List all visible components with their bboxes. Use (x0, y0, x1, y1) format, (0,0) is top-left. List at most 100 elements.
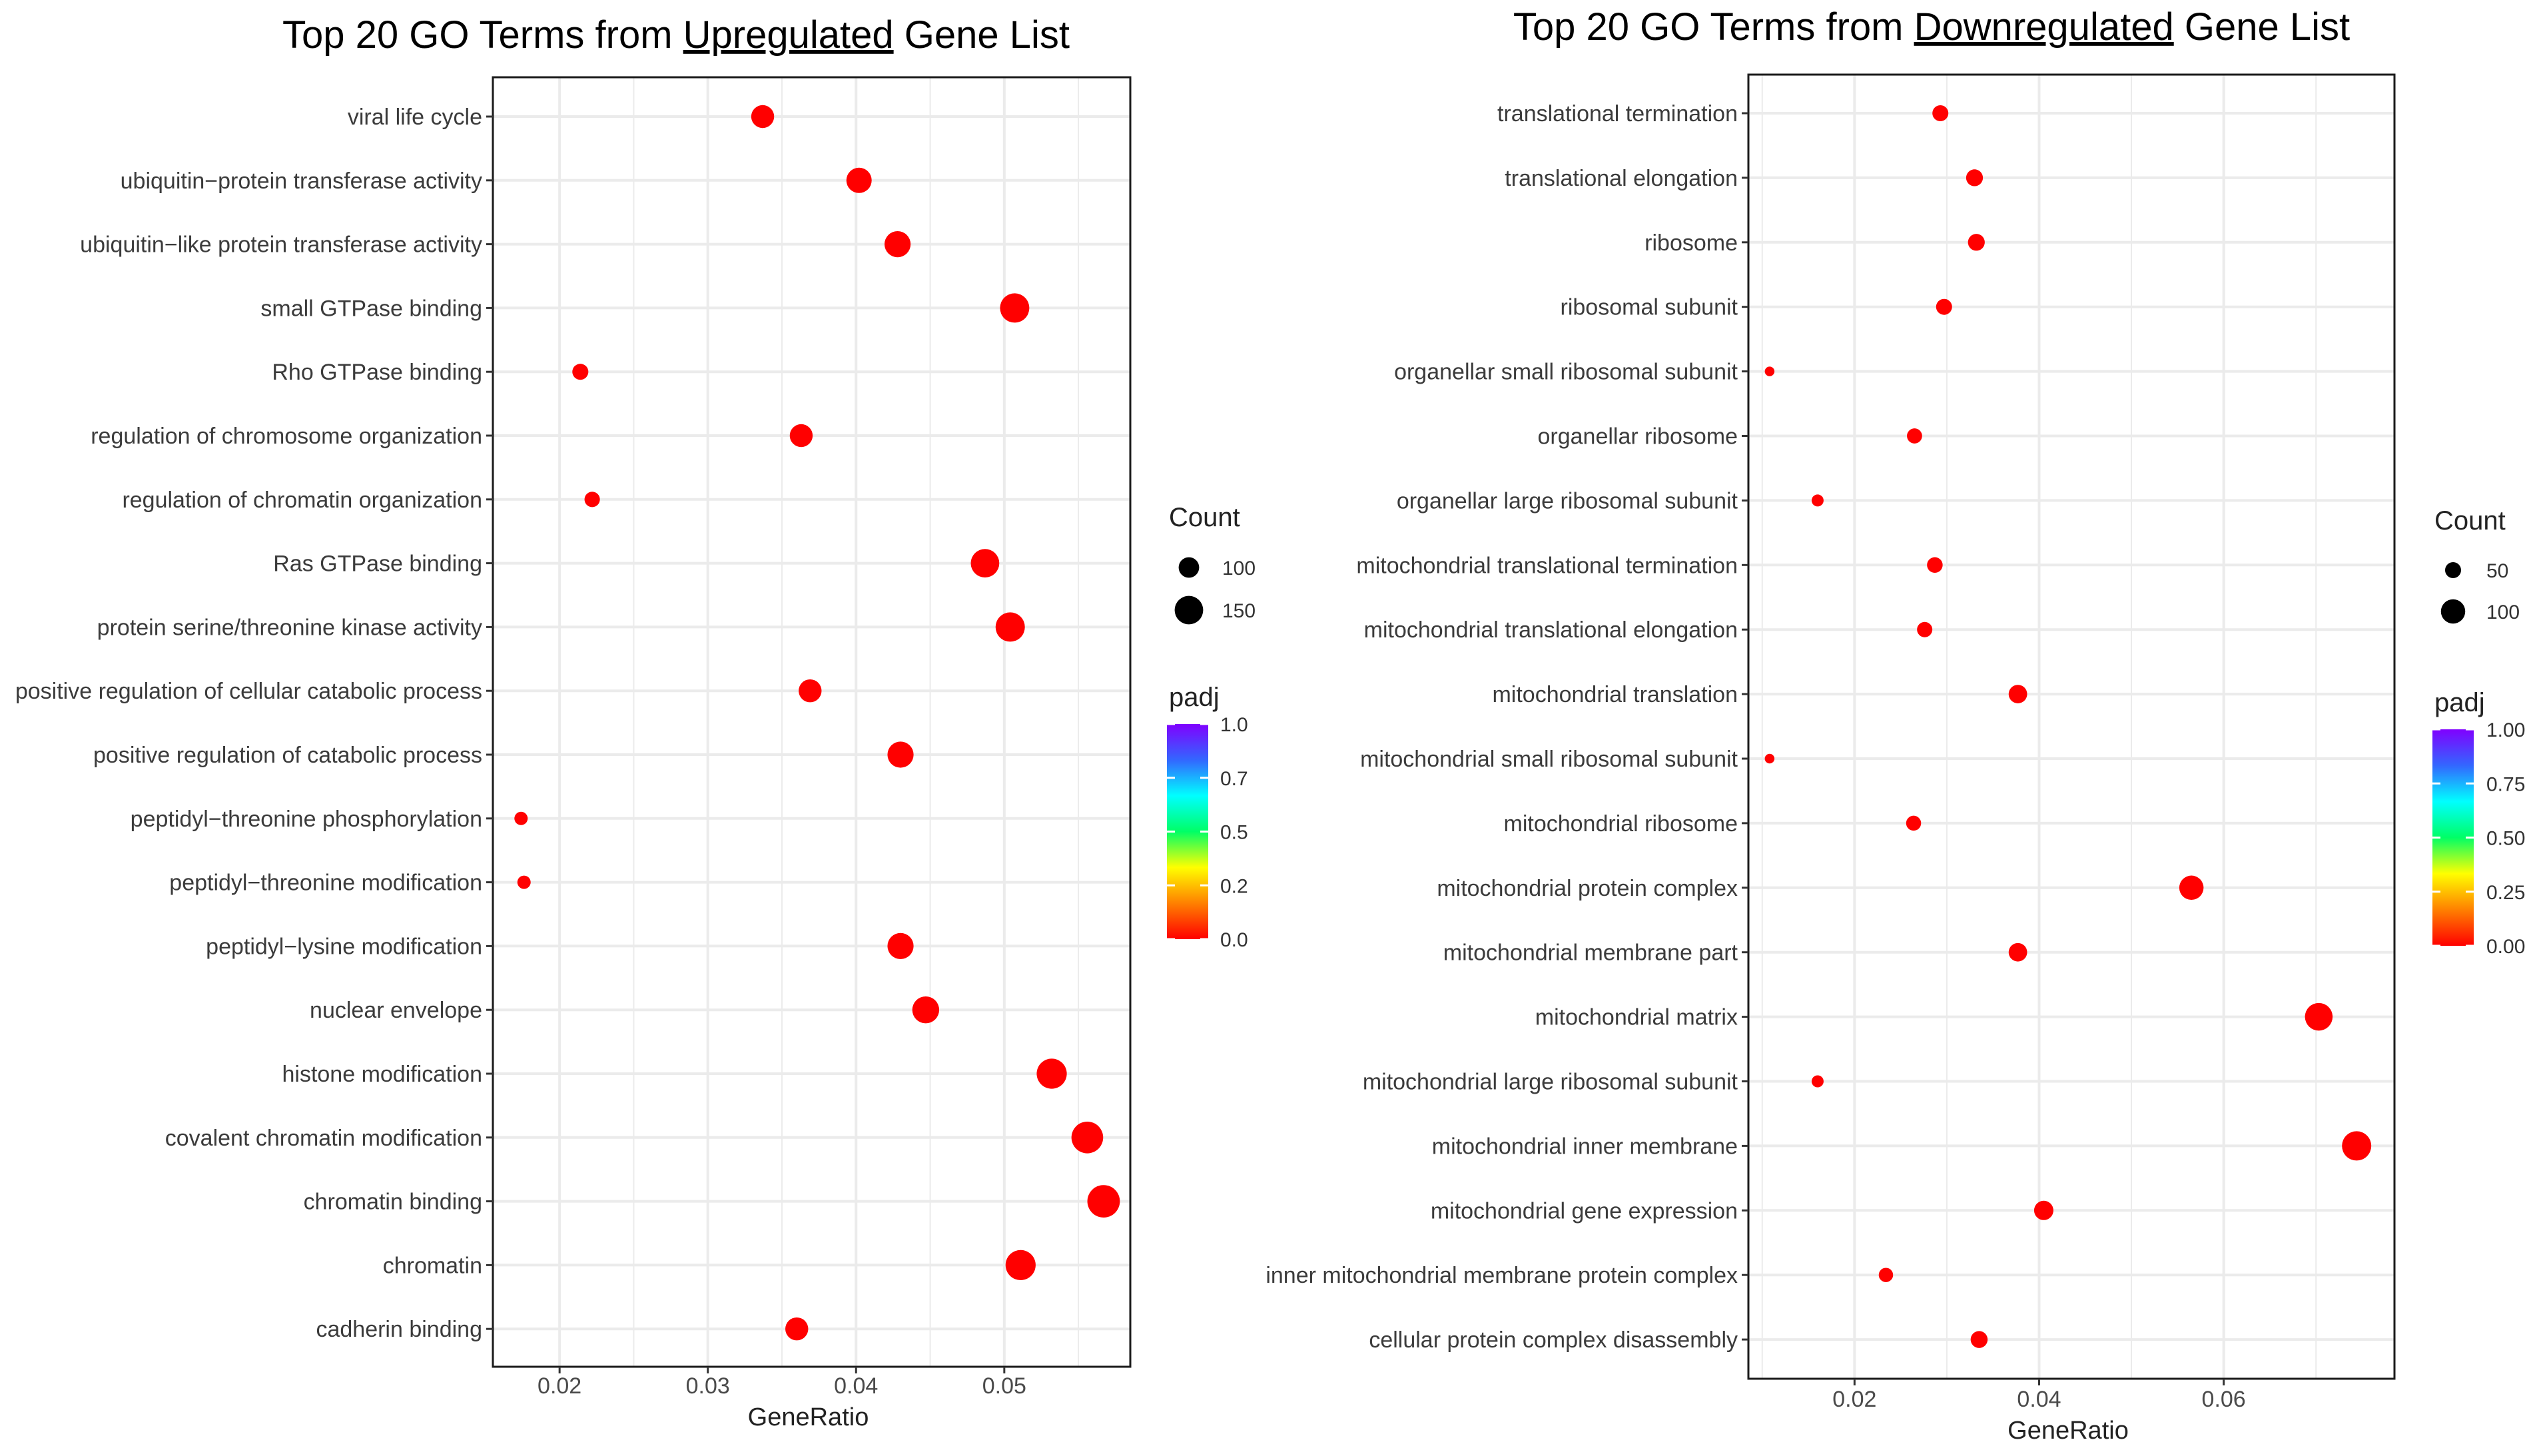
legend-size-title: Count (1169, 503, 1240, 532)
data-point (995, 612, 1025, 642)
colorbar-label: 0.00 (2486, 936, 2525, 958)
x-axis-ticks: 0.02 0.03 0.04 0.05 (538, 1367, 1026, 1399)
y-tick-label: organellar ribosome (1538, 424, 1738, 450)
y-tick-label: translational termination (1497, 101, 1738, 127)
data-point (1811, 1075, 1824, 1088)
legend-color-title: padj (1169, 683, 1220, 712)
y-tick-label: organellar small ribosomal subunit (1394, 360, 1738, 385)
y-tick-label: ribosomal subunit (1561, 295, 1738, 320)
data-point (1764, 366, 1775, 376)
colorbar-label: 0.50 (2486, 828, 2525, 850)
y-tick-label: histone modification (282, 1062, 482, 1087)
colorbar-label: 0.0 (1220, 929, 1248, 951)
y-tick-label: mitochondrial large ribosomal subunit (1363, 1070, 1738, 1095)
y-tick-label: peptidyl−lysine modification (206, 934, 482, 959)
data-point (799, 679, 822, 703)
data-point (789, 424, 813, 448)
legend-size-label: 50 (2486, 560, 2508, 582)
y-tick-label: organellar large ribosomal subunit (1397, 488, 1738, 514)
data-point (1000, 293, 1030, 323)
y-tick-label: mitochondrial small ribosomal subunit (1360, 747, 1738, 772)
x-tick-label: 0.02 (538, 1373, 581, 1399)
chart-title: Top 20 GO Terms from Upregulated Gene Li… (282, 13, 1070, 57)
y-tick-label: mitochondrial gene expression (1431, 1198, 1738, 1224)
y-tick-label: mitochondrial matrix (1535, 1005, 1738, 1030)
y-tick-label: Ras GTPase binding (273, 551, 482, 577)
colorbar-label: 0.5 (1220, 822, 1248, 844)
x-tick-label: 0.02 (1832, 1387, 1876, 1412)
y-tick-label: cellular protein complex disassembly (1369, 1327, 1738, 1353)
chart-title: Top 20 GO Terms from Downregulated Gene … (1513, 5, 2350, 49)
colorbar-label: 0.25 (2486, 882, 2525, 904)
data-point (572, 364, 589, 380)
legend-size-label: 100 (2486, 601, 2520, 623)
colorbar-label: 1.0 (1220, 714, 1248, 736)
colorbar-label: 0.75 (2486, 773, 2525, 795)
data-point (2305, 1002, 2333, 1031)
data-point (2179, 875, 2204, 901)
data-point (1764, 753, 1775, 764)
y-tick-label: regulation of chromosome organization (91, 424, 482, 449)
data-point (1036, 1058, 1067, 1089)
y-tick-label: ubiquitin−like protein transferase activ… (80, 232, 482, 258)
y-tick-label: mitochondrial translation (1492, 682, 1738, 707)
y-tick-label: positive regulation of catabolic process (93, 743, 482, 768)
data-point (884, 231, 911, 258)
x-tick-label: 0.05 (982, 1373, 1026, 1399)
x-axis-ticks: 0.02 0.04 0.06 (1832, 1379, 2246, 1412)
y-tick-label: mitochondrial protein complex (1437, 876, 1738, 901)
legend-size-key (1174, 595, 1204, 625)
points (1764, 105, 2372, 1348)
y-tick-label: cadherin binding (316, 1317, 482, 1342)
grid (493, 77, 1130, 1367)
data-point (2008, 685, 2027, 703)
data-point (584, 492, 600, 508)
y-tick-label: chromatin (383, 1253, 482, 1278)
data-point (2033, 1200, 2053, 1220)
chart-upregulated: Top 20 GO Terms from Upregulated Gene Li… (15, 13, 1256, 1431)
data-point (912, 996, 940, 1024)
data-point (970, 549, 1000, 577)
y-axis-labels: viral life cycle ubiquitin−protein transf… (15, 105, 493, 1342)
data-point (2342, 1131, 2372, 1161)
y-tick-label: Rho GTPase binding (272, 360, 482, 385)
y-tick-label: small GTPase binding (260, 296, 482, 321)
legend-color-title: padj (2434, 688, 2485, 717)
y-tick-label: nuclear envelope (310, 998, 482, 1023)
y-tick-label: protein serine/threonine kinase activity (97, 615, 482, 640)
data-point (751, 105, 775, 129)
data-point (1917, 621, 1933, 637)
y-axis-labels: translational termination translational e… (1266, 101, 1748, 1353)
data-point (785, 1317, 809, 1341)
data-point (1907, 428, 1922, 444)
y-tick-label: chromatin binding (304, 1190, 482, 1215)
plot-panel (1747, 73, 2396, 1380)
legend-size-title: Count (2434, 506, 2506, 536)
data-point (846, 167, 872, 193)
data-point (1878, 1268, 1894, 1282)
y-tick-label: mitochondrial translational termination (1356, 553, 1738, 578)
y-tick-label: regulation of chromatin organization (122, 488, 482, 513)
colorbar-label: 0.2 (1220, 875, 1248, 897)
legend-size-key (2440, 599, 2466, 624)
data-point (1966, 169, 1984, 186)
data-point (887, 932, 914, 959)
y-tick-label: translational elongation (1505, 166, 1738, 191)
x-tick-label: 0.04 (2017, 1387, 2061, 1412)
data-point (1811, 494, 1824, 507)
data-point (1936, 298, 1952, 315)
legend-size-label: 100 (1222, 557, 1256, 579)
data-point (514, 811, 528, 825)
x-tick-label: 0.06 (2202, 1387, 2246, 1412)
y-tick-label: mitochondrial translational elongation (1364, 617, 1738, 643)
y-tick-label: peptidyl−threonine phosphorylation (131, 807, 482, 832)
y-tick-label: positive regulation of cellular cataboli… (15, 679, 482, 704)
plot-panel (492, 76, 1132, 1368)
y-tick-label: mitochondrial inner membrane (1432, 1134, 1738, 1159)
colorbar-label: 1.00 (2486, 719, 2525, 741)
data-point (2008, 942, 2027, 962)
data-point (1071, 1122, 1104, 1154)
